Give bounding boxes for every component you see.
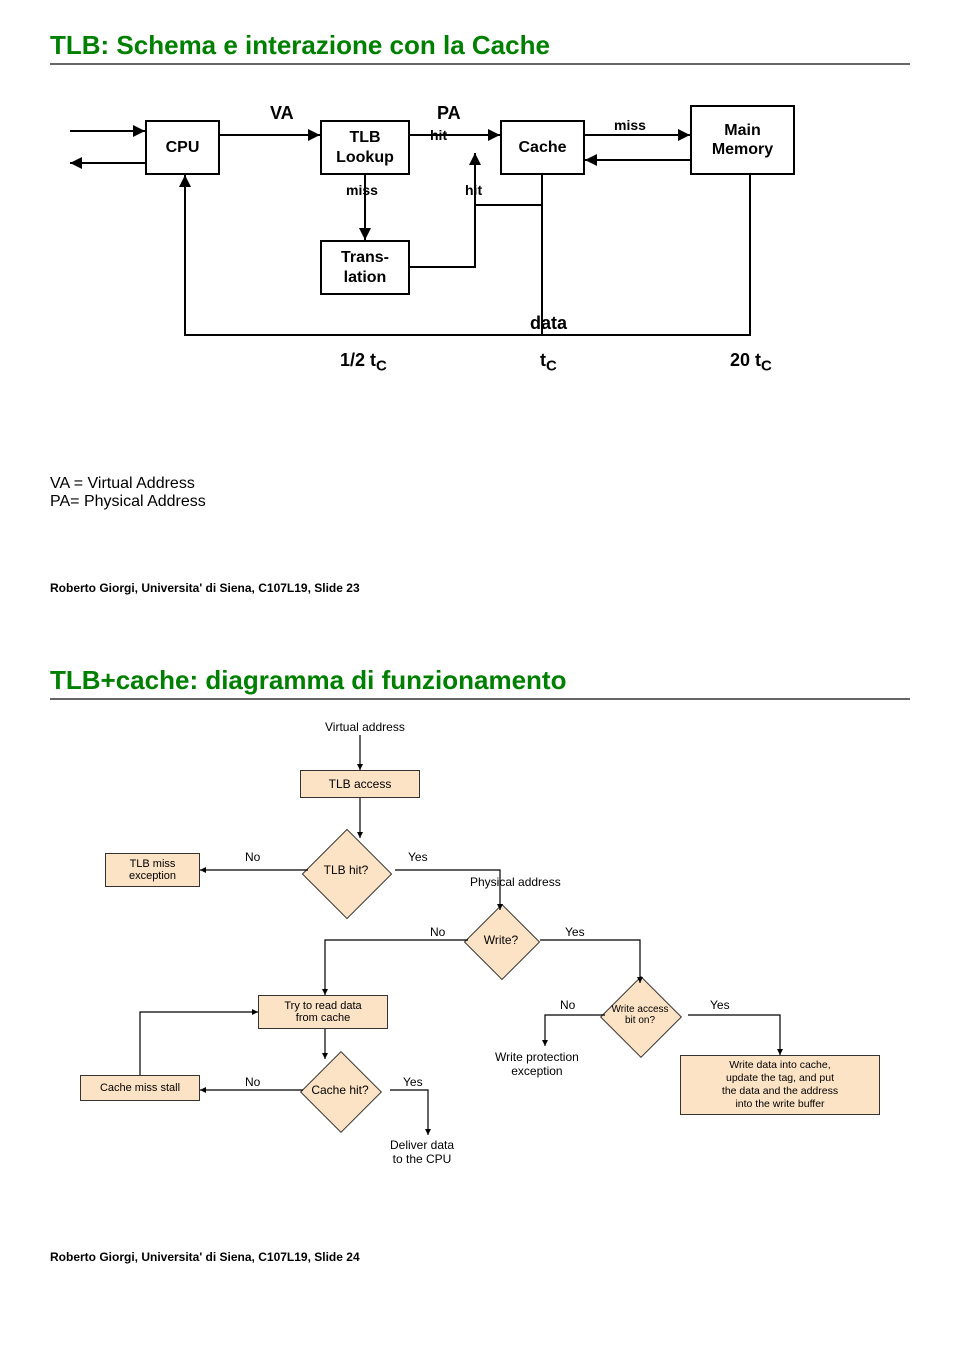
slide-2-title: TLB+cache: diagramma di funzionamento xyxy=(50,665,910,700)
cache-box: Cache xyxy=(500,120,585,175)
tlb-miss-exception-box: TLB miss exception xyxy=(105,853,200,887)
no-4: No xyxy=(245,1075,260,1089)
slide-1: TLB: Schema e interazione con la Cache C… xyxy=(0,0,960,635)
cache-miss-stall-label: Cache miss stall xyxy=(100,1082,180,1094)
tlb-miss-exception-label: TLB miss exception xyxy=(129,858,176,882)
virtual-address-label: Virtual address xyxy=(325,720,405,734)
half-tc-label: 1/2 tC xyxy=(340,350,387,375)
write-label: Write? xyxy=(484,933,518,947)
hit-label-2: hit xyxy=(465,182,482,198)
yes-3: Yes xyxy=(710,998,730,1012)
yes-4: Yes xyxy=(403,1075,423,1089)
cache-label: Cache xyxy=(518,138,566,157)
no-1: No xyxy=(245,850,260,864)
no-3: No xyxy=(560,998,575,1012)
yes-2: Yes xyxy=(565,925,585,939)
footer-1: Roberto Giorgi, Universita' di Siena, C1… xyxy=(50,581,910,595)
hit-label-1: hit xyxy=(430,127,447,143)
miss-label-2: miss xyxy=(346,182,378,198)
tlb-access-label: TLB access xyxy=(329,777,392,791)
legend-va: VA = Virtual Address xyxy=(50,475,910,493)
tc-label: tC xyxy=(540,350,557,375)
20tc-label: 20 tC xyxy=(730,350,772,375)
tlb-hit-label: TLB hit? xyxy=(324,863,369,877)
slide-2: TLB+cache: diagramma di funzionamento Vi… xyxy=(0,635,960,1304)
main-memory-box: Main Memory xyxy=(690,105,795,175)
try-read-box: Try to read data from cache xyxy=(258,995,388,1029)
tlb-cache-block-diagram: CPU TLB Lookup Cache Main Memory Trans- … xyxy=(50,85,910,465)
legend: VA = Virtual Address PA= Physical Addres… xyxy=(50,475,910,511)
slide-1-title: TLB: Schema e interazione con la Cache xyxy=(50,30,910,65)
translation-box: Trans- lation xyxy=(320,240,410,295)
translation-label: Trans- lation xyxy=(341,248,389,286)
write-data-box: Write data into cache, update the tag, a… xyxy=(680,1055,880,1115)
cpu-box: CPU xyxy=(145,120,220,175)
write-protection-label: Write protection exception xyxy=(495,1050,579,1078)
no-2: No xyxy=(430,925,445,939)
legend-pa: PA= Physical Address xyxy=(50,493,910,511)
write-access-label: Write access bit on? xyxy=(611,1004,668,1026)
tlb-cache-flowchart: Virtual address TLB access TLB miss exce… xyxy=(50,720,910,1200)
pa-label: PA xyxy=(437,103,461,124)
tlb-access-box: TLB access xyxy=(300,770,420,798)
va-label: VA xyxy=(270,103,294,124)
deliver-data-label: Deliver data to the CPU xyxy=(390,1138,454,1166)
cache-hit-label: Cache hit? xyxy=(311,1083,368,1097)
tlb-lookup-box: TLB Lookup xyxy=(320,120,410,175)
main-memory-label: Main Memory xyxy=(712,121,773,159)
miss-label-1: miss xyxy=(614,117,646,133)
tlb-lookup-label: TLB Lookup xyxy=(336,128,394,166)
footer-2: Roberto Giorgi, Universita' di Siena, C1… xyxy=(50,1250,910,1264)
cpu-label: CPU xyxy=(166,138,200,157)
physical-address-label: Physical address xyxy=(470,875,561,889)
yes-1: Yes xyxy=(408,850,428,864)
write-data-label: Write data into cache, update the tag, a… xyxy=(722,1059,838,1112)
data-label: data xyxy=(530,313,567,334)
cache-miss-stall-box: Cache miss stall xyxy=(80,1075,200,1101)
try-read-label: Try to read data from cache xyxy=(284,1000,361,1024)
